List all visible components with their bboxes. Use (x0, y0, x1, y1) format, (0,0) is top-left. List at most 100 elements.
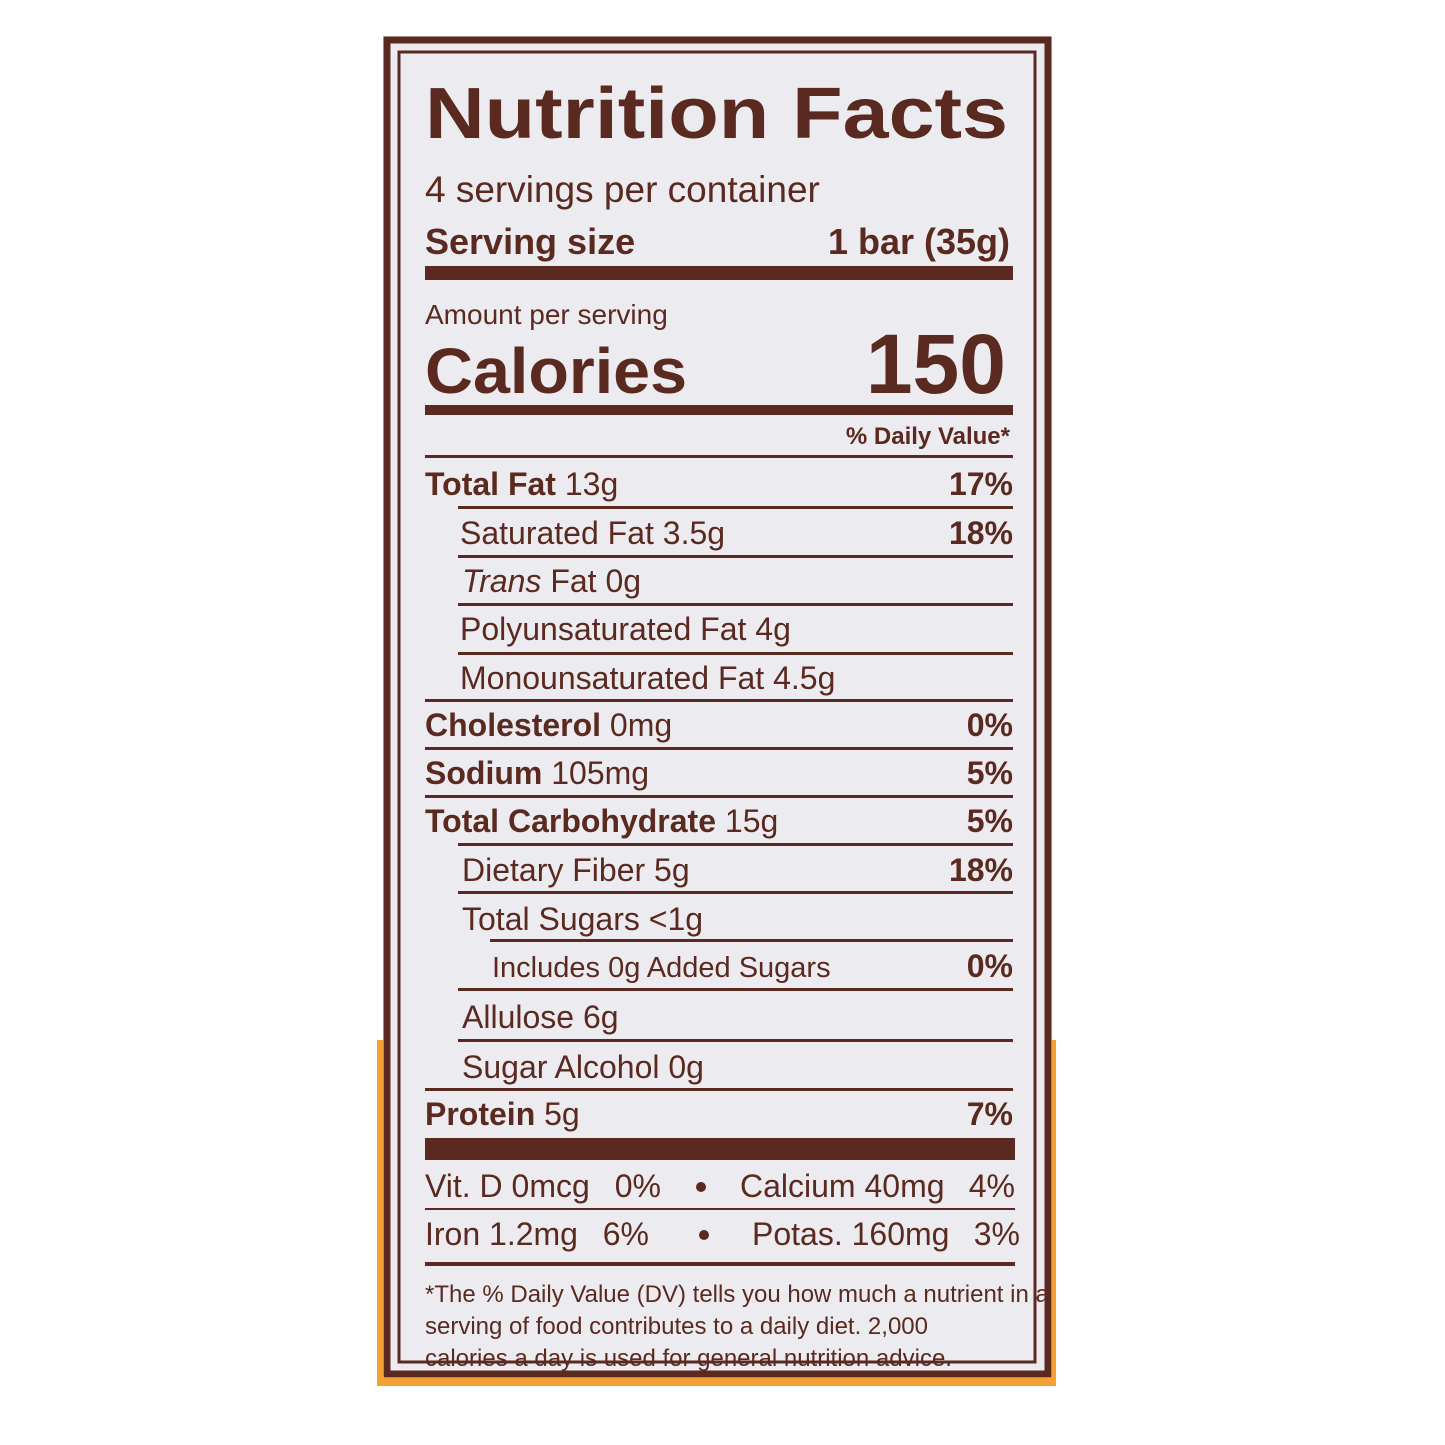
vitamin: Vit. D 0mcg (425, 1168, 590, 1204)
rule (490, 939, 1013, 942)
nutrient-dv: 7% (967, 1096, 1013, 1132)
bullet (699, 1230, 709, 1240)
nutrient-row: Sugar Alcohol 0g (462, 1049, 704, 1085)
rule (425, 1088, 1013, 1091)
nutrient-row: Saturated Fat 3.5g (460, 515, 725, 551)
nutrient-name: Cholesterol (425, 707, 601, 743)
nutrient-amount: <1g (649, 901, 703, 937)
medium-rule (425, 405, 1013, 415)
nutrient-name: Sodium (425, 755, 542, 791)
nutrient-amount: 4g (755, 611, 791, 647)
nutrient-amount: 105mg (551, 755, 649, 791)
rule (458, 891, 1013, 894)
vitamin: Calcium 40mg (740, 1168, 945, 1204)
nutrient-name: Includes 0g Added Sugars (492, 952, 831, 984)
nutrient-row: Allulose 6g (462, 999, 619, 1035)
nutrient-dv: 18% (949, 515, 1013, 551)
vitamin-amount: 160mg (852, 1216, 950, 1252)
nutrient-amount: 3.5g (663, 515, 725, 551)
nutrient-row: Total Sugars <1g (462, 901, 703, 937)
rule (458, 603, 1013, 606)
vitamin-dv: 3% (974, 1216, 1020, 1252)
nutrient-name: Saturated Fat (460, 515, 654, 551)
nutrient-amount: 13g (565, 466, 618, 502)
vitamin-name: Iron (425, 1216, 480, 1252)
nutrient-dv: 17% (949, 466, 1013, 502)
nutrient-amount: 4.5g (773, 660, 835, 696)
title: Nutrition Facts (425, 74, 1008, 154)
calories-label: Calories (425, 335, 687, 407)
nutrient-row: Cholesterol 0mg (425, 707, 672, 743)
nutrient-name: Dietary Fiber (462, 852, 646, 888)
footnote-line: calories a day is used for general nutri… (425, 1345, 952, 1372)
nutrient-row: Total Carbohydrate 15g (425, 803, 778, 839)
nutrient-row: Total Fat 13g (425, 466, 618, 502)
serving-size-label: Serving size (425, 221, 635, 262)
amount-per-serving: Amount per serving (425, 299, 668, 330)
rule (458, 843, 1013, 846)
nutrient-amount: 0mg (610, 707, 672, 743)
nutrient-dv: 0% (967, 707, 1013, 743)
nutrient-dv: 18% (949, 852, 1013, 888)
nutrient-name: Total Fat (425, 466, 556, 502)
nutrient-row: Trans Fat 0g (462, 563, 641, 599)
nutrient-amount: 15g (725, 803, 778, 839)
vitamin-amount: 1.2mg (489, 1216, 578, 1252)
nutrient-name-italic: Trans (462, 563, 541, 599)
nutrient-amount: 0g (605, 563, 641, 599)
nutrient-name: Polyunsaturated Fat (460, 611, 747, 647)
nutrient-amount: 5g (544, 1096, 580, 1132)
rule (425, 455, 1013, 458)
vitamin-name: Calcium (740, 1168, 856, 1204)
vitamin-amount: 40mg (864, 1168, 944, 1204)
servings: 4 servings per container (425, 169, 820, 210)
footnote-line: serving of food contributes to a daily d… (425, 1313, 928, 1340)
rule (458, 506, 1013, 509)
nutrient-row: Polyunsaturated Fat 4g (460, 611, 791, 647)
nutrient-name: Fat (550, 563, 596, 599)
vitamin-name: Potas. (752, 1216, 843, 1252)
thick-rule (425, 1138, 1015, 1160)
nutrient-row: Monounsaturated Fat 4.5g (460, 660, 835, 696)
rule (425, 747, 1013, 750)
vitamin-name: Vit. D (425, 1168, 503, 1204)
vitamin-amount: 0mcg (512, 1168, 590, 1204)
vitamin: Iron 1.2mg (425, 1216, 578, 1252)
calories-value: 150 (866, 317, 1006, 411)
nutrient-amount: 6g (583, 999, 619, 1035)
nutrient-name: Total Carbohydrate (425, 803, 716, 839)
nutrient-dv: 5% (967, 755, 1013, 791)
vitamin-dv: 0% (615, 1168, 661, 1204)
rule (425, 795, 1013, 798)
vitamin-dv: 6% (603, 1216, 649, 1252)
nutrient-amount: 5g (654, 852, 690, 888)
nutrient-name: Total Sugars (462, 901, 640, 937)
footnote-line: *The % Daily Value (DV) tells you how mu… (425, 1281, 1049, 1308)
nutrient-dv: 0% (967, 948, 1013, 984)
bullet (696, 1182, 706, 1192)
thick-rule (425, 266, 1013, 280)
nutrient-row: Sodium 105mg (425, 755, 649, 791)
nutrient-name: Sugar Alcohol (462, 1049, 659, 1085)
outer-border (383, 36, 1052, 1378)
nutrient-row: Protein 5g (425, 1096, 580, 1132)
vitamin-dv: 4% (969, 1168, 1015, 1204)
dv-header: % Daily Value* (846, 423, 1011, 450)
rule (425, 1262, 1015, 1266)
nutrient-row: Dietary Fiber 5g (462, 852, 690, 888)
vitamin: Potas. 160mg (752, 1216, 949, 1252)
serving-size-value: 1 bar (35g) (828, 221, 1010, 262)
nutrient-name: Allulose (462, 999, 574, 1035)
inner-border (397, 50, 1037, 1364)
rule (425, 1208, 1015, 1210)
nutrient-name: Monounsaturated Fat (460, 660, 764, 696)
nutrient-name: Protein (425, 1096, 535, 1132)
nutrient-amount: 0g (668, 1049, 704, 1085)
rule (458, 555, 1013, 558)
rule (425, 699, 1013, 702)
rule (458, 988, 1013, 991)
rule (458, 1039, 1013, 1042)
rule (458, 652, 1013, 655)
